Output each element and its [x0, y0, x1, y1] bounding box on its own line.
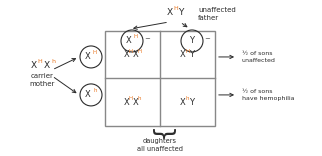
Text: Y: Y — [190, 50, 194, 59]
Text: X: X — [126, 37, 132, 45]
Text: h: h — [138, 96, 141, 101]
Text: H: H — [38, 59, 43, 64]
Text: daughters
all unaffected: daughters all unaffected — [137, 138, 183, 152]
Text: h: h — [51, 59, 55, 64]
Text: X: X — [180, 98, 186, 107]
Text: unaffected
father: unaffected father — [198, 7, 236, 21]
Text: H: H — [134, 34, 138, 39]
Text: Y: Y — [190, 98, 194, 107]
Text: X: X — [180, 50, 186, 59]
Text: }: } — [148, 128, 172, 144]
Text: X: X — [123, 50, 129, 59]
Text: X: X — [44, 61, 50, 71]
Text: ~: ~ — [144, 36, 150, 42]
Text: H: H — [129, 49, 133, 54]
Text: ~: ~ — [204, 36, 210, 42]
Text: ½ of sons
unaffected: ½ of sons unaffected — [242, 51, 276, 63]
Text: H: H — [93, 50, 97, 55]
Text: H: H — [174, 7, 178, 12]
Text: Y: Y — [178, 8, 184, 17]
Text: X: X — [85, 90, 91, 99]
Text: Y: Y — [190, 37, 194, 45]
Text: h: h — [93, 88, 97, 93]
Text: X: X — [31, 61, 37, 71]
Text: carrier
mother: carrier mother — [29, 73, 55, 87]
Text: X: X — [132, 50, 138, 59]
Text: H: H — [138, 49, 142, 54]
Text: ½ of sons
have hemophilia: ½ of sons have hemophilia — [242, 89, 295, 101]
Text: X: X — [123, 98, 129, 107]
Text: X: X — [85, 52, 91, 61]
Text: X: X — [167, 8, 173, 17]
Text: H: H — [185, 49, 190, 54]
Text: X: X — [132, 98, 138, 107]
Text: H: H — [129, 96, 133, 101]
Bar — [105, 31, 215, 126]
Text: h: h — [186, 96, 189, 101]
